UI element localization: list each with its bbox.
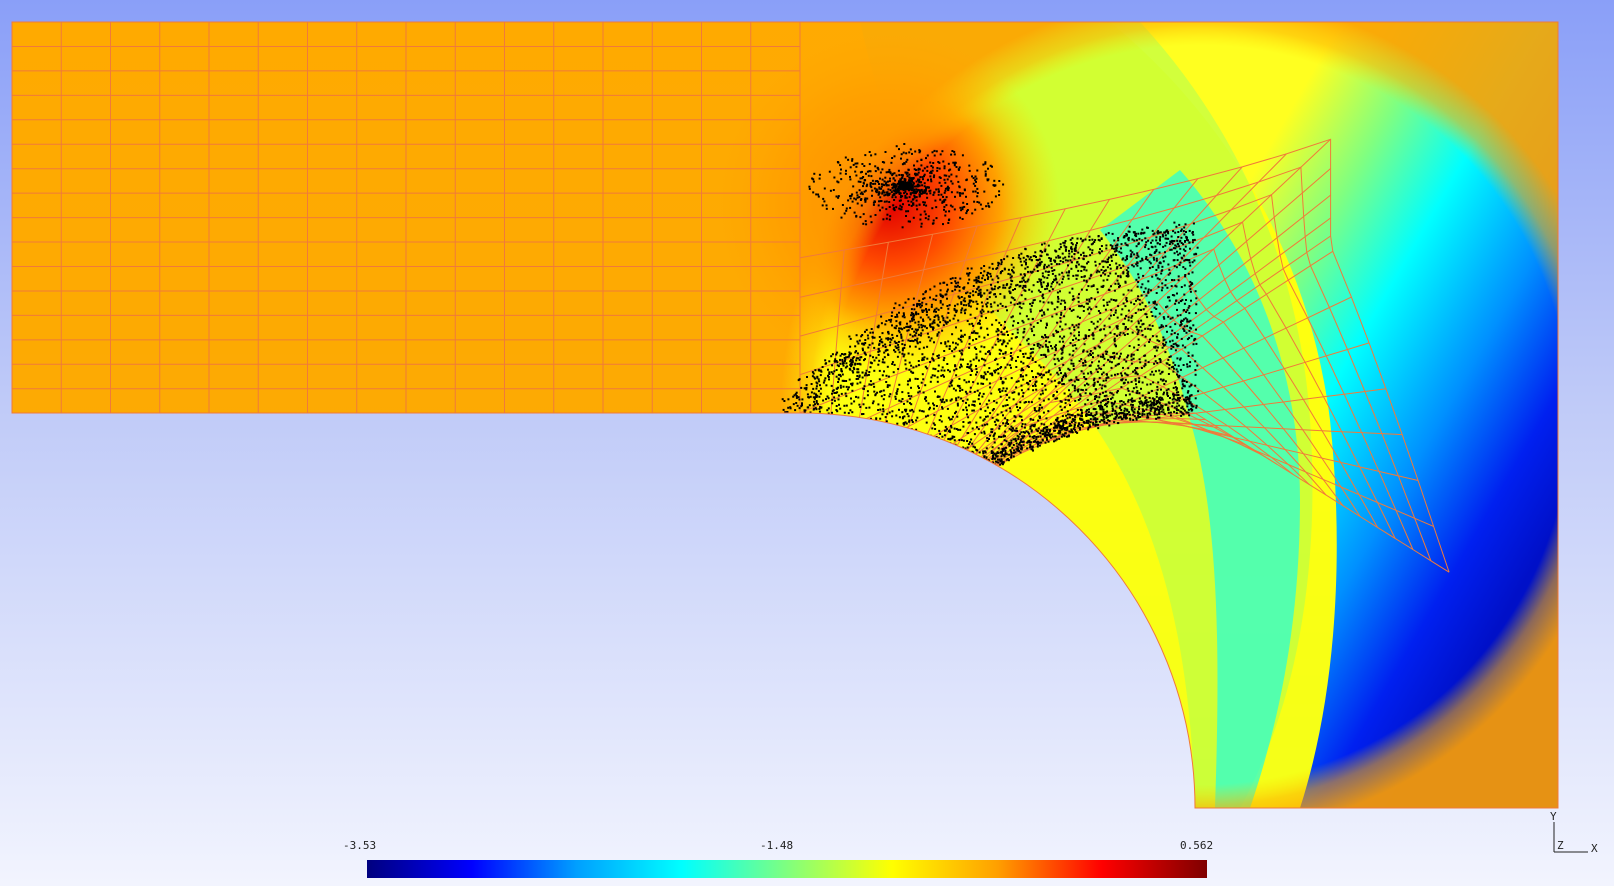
mesh-line (799, 221, 1396, 539)
colorbar (367, 860, 1207, 878)
mesh-line (799, 166, 1432, 561)
axis-triad: Y Z X (1548, 810, 1608, 872)
plate-contour (12, 22, 1558, 808)
colorbar-mid-label: -1.48 (760, 839, 794, 852)
plate-outline (11, 21, 1559, 809)
mesh-line (799, 194, 1414, 550)
colorbar-max-label: 0.562 (1180, 839, 1214, 852)
axis-x-label: X (1591, 842, 1598, 855)
axis-z-label: Z (1557, 839, 1564, 852)
axis-y-label: Y (1550, 810, 1557, 823)
mesh-grid-left (12, 22, 801, 413)
axis-triad-icon (1553, 822, 1588, 853)
mesh-line (799, 301, 1344, 507)
mesh-line (799, 138, 1450, 573)
colorbar-min-label: -3.53 (343, 839, 377, 852)
